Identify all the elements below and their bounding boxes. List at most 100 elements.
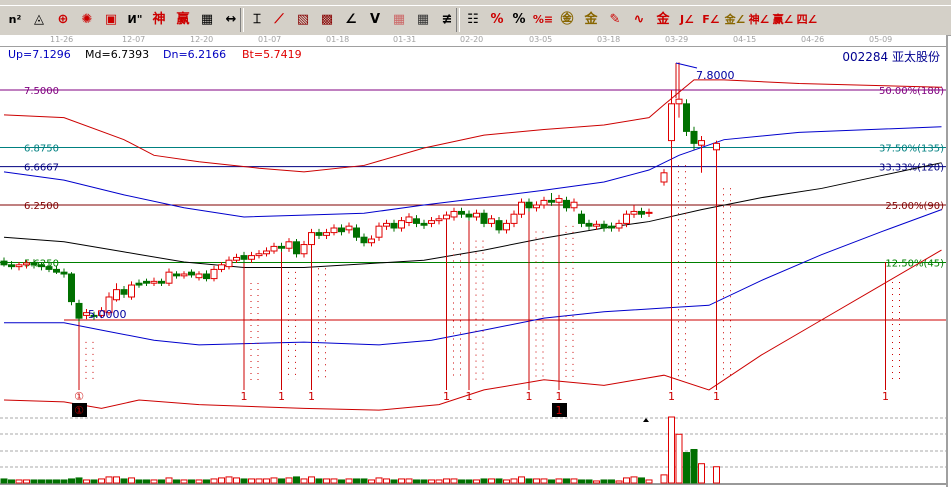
candle-body — [390, 222, 398, 229]
shen-fan-icon[interactable]: 神∠ — [748, 13, 770, 26]
candle — [98, 307, 105, 319]
volume-bar — [420, 479, 428, 484]
signal-label: ① — [74, 390, 84, 403]
volume-bar — [600, 479, 608, 484]
square-target-icon[interactable]: ▣ — [104, 12, 118, 27]
candle-body — [300, 244, 308, 255]
candle — [690, 126, 698, 150]
gold-line-icon[interactable]: 金 — [656, 12, 670, 27]
gann-lines-icon[interactable]: И" — [127, 13, 143, 26]
parallel-lines-icon[interactable]: ≢ — [441, 12, 453, 27]
gann-square-icon[interactable]: ▩ — [320, 12, 334, 27]
candle-body — [210, 268, 218, 280]
volume-bar — [188, 479, 195, 484]
high-price-label: 7.8000 — [696, 69, 735, 82]
grid-black-icon[interactable]: ▦ — [416, 12, 430, 27]
volume-bar — [323, 478, 330, 484]
candle — [428, 216, 435, 228]
candle-body — [443, 214, 450, 220]
ying-fan-icon[interactable]: 赢∠ — [772, 13, 794, 26]
candle-body — [180, 273, 188, 277]
candle — [128, 281, 135, 300]
candle — [510, 210, 518, 228]
pen-icon[interactable]: ✎ — [609, 12, 621, 27]
candle-body — [608, 225, 615, 229]
volume-bar — [503, 479, 510, 484]
shen-icon[interactable]: 神 — [152, 12, 166, 27]
gold-fan-icon[interactable]: 金∠ — [724, 13, 746, 26]
candle-body — [473, 212, 480, 218]
gold-levels-icon[interactable]: 金 — [584, 12, 598, 27]
date-tick: 03-29 — [665, 35, 689, 44]
candle — [540, 196, 548, 209]
table-icon[interactable]: ☷ — [467, 12, 479, 27]
candle-body — [120, 289, 128, 295]
candle-body — [488, 218, 495, 224]
volume-bar — [480, 478, 488, 484]
candle — [180, 271, 188, 279]
volume-bar — [398, 478, 405, 484]
low-price-label: 5.0000 — [88, 308, 127, 321]
candle — [668, 90, 675, 146]
date-tick: 01-07 — [258, 35, 282, 44]
percent-icon[interactable]: % — [512, 12, 526, 27]
volume-bar — [660, 474, 668, 484]
candle — [38, 262, 45, 271]
candle-body — [188, 271, 195, 276]
candle-body — [270, 245, 278, 252]
date-axis: 11-26 12-07 12-20 01-07 01-18 01-31 02-20 03-05… — [0, 35, 946, 47]
candle — [263, 247, 270, 257]
volume-bar — [180, 479, 188, 484]
gann-box-icon[interactable]: ▧ — [296, 12, 310, 27]
percent-levels-icon[interactable]: %≡ — [532, 13, 554, 26]
high-marker-pointer — [675, 62, 698, 69]
grid-ruler-icon[interactable]: ▦ — [200, 12, 214, 27]
j-fan-icon[interactable]: J∠ — [680, 13, 694, 26]
volume-bar — [443, 478, 450, 484]
candle — [518, 198, 525, 218]
candle-body — [510, 213, 518, 224]
date-tick: 11-26 — [50, 35, 74, 44]
candle-body — [563, 199, 570, 209]
volume-bar — [353, 478, 360, 484]
candle — [480, 209, 488, 228]
candle-body — [435, 218, 443, 222]
si-fan-icon[interactable]: 四∠ — [796, 13, 818, 26]
candle-body — [578, 213, 585, 224]
candle — [150, 277, 158, 286]
band-line-lower-red — [3, 249, 942, 411]
signal-label: 1 — [278, 390, 285, 403]
v-line-icon[interactable]: V — [369, 12, 381, 27]
box-tool-icon[interactable]: ⌶ — [253, 12, 261, 27]
circle-crosshair-icon[interactable]: ⊕ — [57, 12, 69, 27]
boxed-signal-label: 1 — [556, 404, 563, 417]
volume-bar — [105, 476, 113, 484]
volume-bar — [360, 478, 368, 484]
grid-red-icon[interactable]: ▦ — [392, 12, 406, 27]
fan-lines-icon[interactable]: ⟋ — [274, 12, 284, 27]
candle — [345, 222, 353, 234]
gold-circle-icon[interactable]: ㊎ — [560, 12, 574, 27]
triangle-tool-icon[interactable]: ◬ — [34, 12, 44, 27]
candle-body — [668, 103, 675, 142]
horizontal-measure-icon[interactable]: ↔ — [225, 12, 237, 27]
volume-bar — [533, 478, 540, 484]
ying-icon[interactable]: 赢 — [176, 12, 190, 27]
volume-bar — [683, 452, 690, 484]
fibonacci-n2-icon[interactable]: n² — [8, 13, 22, 26]
f-fan-icon[interactable]: F∠ — [702, 13, 720, 26]
candle-body — [113, 289, 120, 301]
candle — [225, 256, 233, 270]
candle — [60, 268, 68, 278]
volume-bar — [308, 476, 315, 484]
volume-bar — [608, 479, 615, 484]
level-percent-label: 50.00%(180) — [879, 86, 944, 97]
candle-body — [495, 220, 503, 231]
sine-wave-icon[interactable]: ∿ — [633, 12, 645, 27]
percent-line-icon[interactable]: % — [490, 12, 504, 27]
candle-body — [683, 103, 690, 132]
candle — [330, 224, 338, 236]
starburst-icon[interactable]: ✺ — [81, 12, 93, 27]
angle-icon[interactable]: ∠ — [345, 12, 357, 27]
